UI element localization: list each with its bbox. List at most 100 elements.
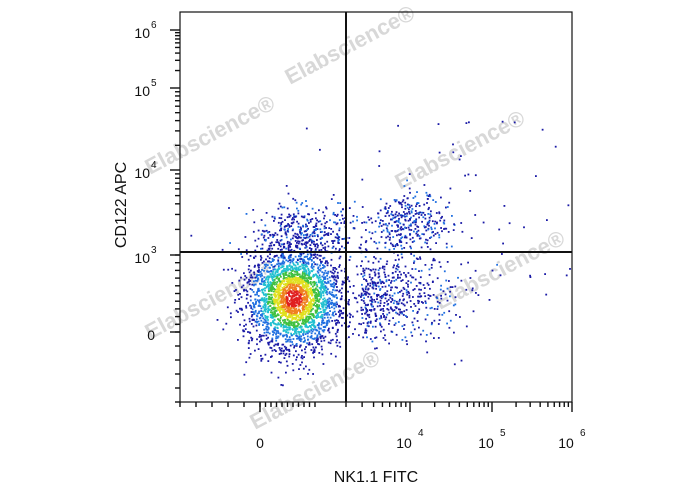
event-dot bbox=[240, 276, 242, 279]
event-dot bbox=[366, 336, 368, 339]
event-dot bbox=[278, 286, 281, 288]
event-dot bbox=[257, 229, 260, 232]
event-dot bbox=[376, 282, 379, 285]
event-dot bbox=[334, 236, 337, 239]
event-dot bbox=[361, 260, 363, 263]
event-dot bbox=[282, 302, 285, 304]
event-dot bbox=[266, 316, 269, 318]
event-dot bbox=[287, 338, 290, 341]
event-dot bbox=[323, 217, 325, 220]
event-dot bbox=[399, 298, 401, 301]
event-dot bbox=[317, 244, 319, 247]
event-dot bbox=[287, 223, 289, 225]
event-dot bbox=[294, 279, 297, 282]
event-dot bbox=[438, 319, 441, 321]
event-dot bbox=[314, 229, 317, 231]
event-dot bbox=[290, 296, 293, 299]
event-dot bbox=[326, 321, 328, 323]
event-dot bbox=[311, 207, 314, 210]
event-dot bbox=[286, 335, 288, 338]
event-dot bbox=[383, 268, 386, 271]
event-dot bbox=[267, 301, 269, 304]
event-dot bbox=[250, 274, 253, 277]
event-dot bbox=[304, 322, 307, 324]
event-dot bbox=[334, 276, 337, 279]
event-dot bbox=[369, 299, 372, 302]
event-dot bbox=[399, 291, 401, 293]
event-dot bbox=[298, 333, 301, 336]
event-dot bbox=[273, 310, 276, 313]
event-dot bbox=[336, 297, 338, 300]
event-dot bbox=[432, 199, 435, 201]
event-dot bbox=[289, 268, 291, 271]
event-dot bbox=[374, 313, 377, 316]
event-dot bbox=[299, 325, 302, 327]
event-dot bbox=[338, 290, 340, 293]
event-dot bbox=[311, 314, 314, 317]
event-dot bbox=[292, 369, 295, 372]
event-dot bbox=[273, 283, 275, 285]
event-dot bbox=[326, 320, 329, 322]
event-dot bbox=[293, 249, 296, 252]
event-dot bbox=[304, 303, 306, 306]
event-dot bbox=[290, 314, 292, 317]
event-dot bbox=[288, 255, 290, 258]
event-dot bbox=[295, 321, 298, 323]
event-dot bbox=[304, 237, 307, 240]
event-dot bbox=[274, 289, 277, 292]
event-dot bbox=[377, 216, 380, 219]
event-dot bbox=[426, 239, 429, 242]
event-dot bbox=[365, 221, 368, 224]
event-dot bbox=[337, 277, 339, 279]
event-dot bbox=[277, 322, 280, 324]
event-dot bbox=[312, 226, 315, 228]
event-dot bbox=[259, 270, 262, 273]
event-dot bbox=[373, 281, 376, 284]
event-dot bbox=[396, 243, 398, 245]
event-dot bbox=[379, 304, 381, 307]
event-dot bbox=[285, 277, 288, 279]
event-dot bbox=[256, 245, 259, 248]
event-dot bbox=[272, 313, 275, 315]
event-dot bbox=[300, 227, 302, 230]
event-dot bbox=[279, 309, 281, 312]
event-dot bbox=[315, 222, 318, 225]
event-dot bbox=[290, 322, 293, 325]
event-dot bbox=[347, 241, 349, 244]
event-dot bbox=[342, 217, 344, 220]
event-dot bbox=[262, 293, 265, 296]
event-dot bbox=[275, 291, 277, 293]
event-dot bbox=[292, 305, 295, 307]
event-dot bbox=[294, 309, 297, 311]
event-dot bbox=[279, 229, 281, 232]
event-dot bbox=[325, 291, 327, 294]
event-dot bbox=[307, 372, 309, 375]
event-dot bbox=[292, 298, 295, 301]
event-dot bbox=[288, 313, 291, 316]
event-dot bbox=[449, 290, 451, 293]
event-dot bbox=[470, 237, 473, 239]
event-dot bbox=[367, 292, 370, 295]
event-dot bbox=[313, 348, 316, 351]
event-dot bbox=[247, 331, 249, 333]
event-dot bbox=[295, 279, 298, 282]
event-dot bbox=[290, 248, 293, 251]
event-dot bbox=[316, 303, 319, 306]
event-dot bbox=[401, 228, 404, 230]
event-dot bbox=[290, 222, 293, 224]
event-dot bbox=[371, 280, 374, 283]
event-dot bbox=[368, 231, 371, 234]
event-dot bbox=[298, 296, 301, 298]
event-dot bbox=[388, 233, 391, 236]
event-dot bbox=[307, 304, 310, 306]
event-dot bbox=[396, 286, 398, 289]
event-dot bbox=[364, 304, 367, 306]
event-dot bbox=[281, 243, 283, 246]
event-dot bbox=[438, 212, 441, 215]
event-dot bbox=[302, 279, 304, 282]
event-dot bbox=[565, 274, 568, 277]
event-dot bbox=[379, 302, 382, 305]
event-dot bbox=[460, 359, 463, 362]
event-dot bbox=[313, 274, 316, 277]
